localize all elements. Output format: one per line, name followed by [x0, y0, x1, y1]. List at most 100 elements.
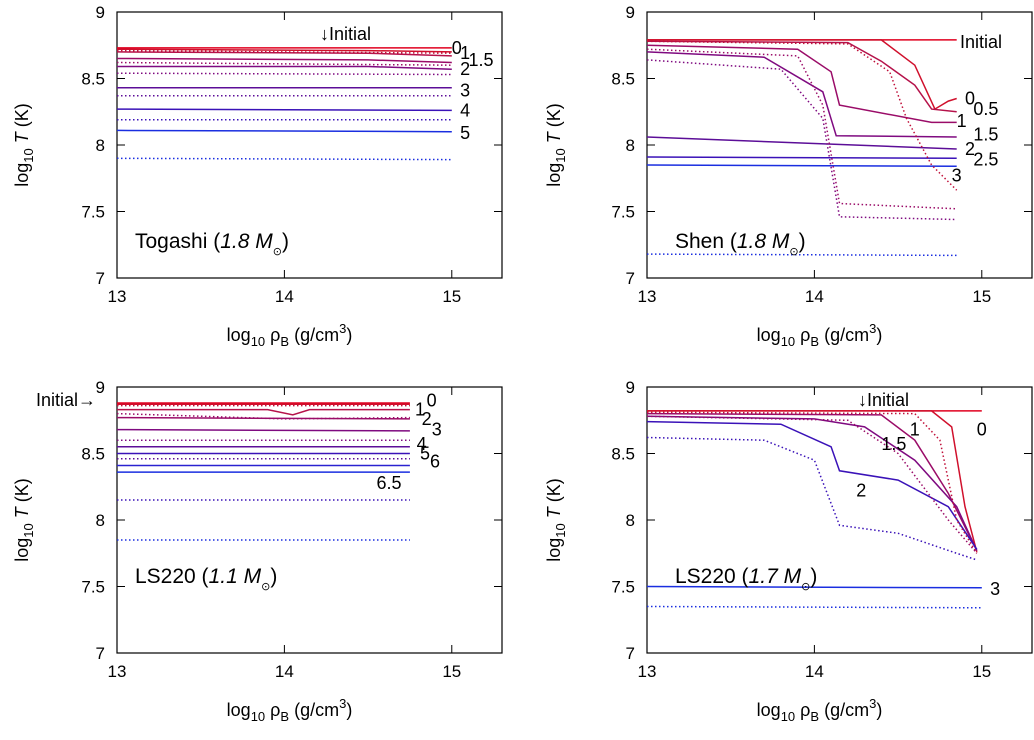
x-tick-label: 15 [972, 287, 991, 306]
y-tick-label: 8 [626, 511, 635, 530]
chart-panel-4: 13 14 15 7 7.5 8 8.5 9 0 11.5 2 3 ↓Initial LS220 (1.7… [544, 378, 1033, 724]
curve-label: 0 [965, 88, 975, 108]
panel-title-symbol: ⊙ [261, 581, 270, 593]
panel-title-italic: 1.1 M [209, 565, 262, 588]
panel-title-close: ) [270, 565, 277, 588]
series-line-1-5 [646, 51, 957, 138]
y-axis-label: log10 T (K) [544, 103, 568, 187]
y-tick-label: 9 [626, 378, 635, 397]
curve-label: 0.5 [973, 99, 998, 119]
curve-label: 3 [952, 166, 962, 186]
x-label-sub: 10 [251, 709, 265, 724]
x-label-unit: (g/cm [289, 325, 339, 345]
x-tick-label: 14 [275, 287, 294, 306]
y-tick-label: 7 [96, 269, 105, 288]
y-tick-label: 7.5 [611, 203, 635, 222]
y-tick-label: 8.5 [611, 70, 635, 89]
y-label-base: log [544, 538, 564, 562]
curve-label: 4 [417, 434, 427, 454]
y-axis-label: log10 T (K) [12, 478, 36, 562]
y-axis-label: log10 T (K) [12, 103, 36, 187]
curve-label: 3 [990, 579, 1000, 599]
series-line-dotted [646, 415, 978, 554]
x-axis-label: log10 ρB (g/cm3) [227, 696, 353, 724]
x-label-rest-sub: B [280, 334, 289, 349]
series-line-dotted [646, 253, 957, 257]
curve-label: 1.5 [469, 50, 494, 70]
y-label-var: T [12, 505, 32, 518]
chart-panel-1: 13 14 1577.588.59011.52345↓InitialTogashi … [12, 3, 503, 349]
y-tick-label: 7.5 [81, 578, 105, 597]
series-line-3 [646, 164, 957, 168]
panel-title-close: ) [799, 230, 806, 253]
x-label-close: ) [346, 700, 352, 720]
panel-title: Togashi (1.8 M⊙) [135, 230, 289, 258]
plot-frame [646, 386, 1033, 654]
series-line-3 [116, 428, 410, 432]
x-tick-label: 15 [442, 287, 461, 306]
x-label-unit: (g/cm [819, 700, 869, 720]
x-axis-label: log10 ρB (g/cm3) [227, 321, 353, 349]
y-label-base: log [12, 538, 32, 562]
series-line-2 [646, 420, 978, 550]
x-tick-label: 14 [275, 662, 294, 681]
y-tick-label: 8 [96, 136, 105, 155]
x-label-sub: 10 [251, 334, 265, 349]
series-line-dotted [646, 605, 982, 609]
y-tick-label: 7.5 [81, 203, 105, 222]
y-label-var: T [12, 130, 32, 143]
series-line-dotted [646, 436, 978, 561]
y-label-unit: (K) [12, 103, 32, 132]
panel-title-text: LS220 ( [675, 565, 749, 588]
y-tick-label: 9 [96, 378, 105, 397]
y-label-sub: 10 [21, 523, 36, 537]
y-label-sub: 10 [553, 148, 568, 162]
x-tick-label: 14 [805, 287, 824, 306]
x-label-base: log [227, 700, 251, 720]
x-tick-label: 14 [805, 662, 824, 681]
panel-title-text: Togashi ( [135, 230, 220, 253]
curve-label: 2 [460, 59, 470, 79]
panel-title-italic: 1.8 M [220, 230, 273, 253]
plot-frame [116, 386, 503, 654]
panel-title-symbol: ⊙ [789, 246, 798, 258]
x-label-unit-sup: 3 [339, 321, 346, 336]
chart-panel-2: 13 14 15 7 7.5 8 8.5 9 00.5 1 1.522.5 3 Initial Shen … [544, 3, 1033, 349]
x-label-sub: 10 [781, 334, 795, 349]
x-label-close: ) [876, 325, 882, 345]
panel-title-text: LS220 ( [135, 565, 209, 588]
y-label-unit: (K) [544, 478, 564, 507]
y-axis-label: log10 T (K) [544, 478, 568, 562]
x-axis-label: log10 ρB (g/cm3) [757, 696, 883, 724]
series-line-0 [647, 410, 978, 553]
x-label-rest: ρ [265, 325, 280, 345]
x-axis-label: log10 ρB (g/cm3) [757, 321, 883, 349]
series-line-0 [647, 39, 957, 111]
y-tick-label: 7 [96, 644, 105, 663]
y-tick-label: 8.5 [81, 70, 105, 89]
x-label-sub: 10 [781, 709, 795, 724]
panel-title-italic: 1.7 M [749, 565, 802, 588]
x-tick-label: 15 [972, 662, 991, 681]
x-label-rest-sub: B [280, 709, 289, 724]
series-line-dotted [646, 40, 958, 191]
panel-title-close: ) [810, 565, 817, 588]
curve-label: 1.5 [973, 124, 998, 144]
curve-label: 1 [460, 43, 470, 63]
series-line-3 [646, 585, 982, 589]
panel-title: Shen (1.8 M⊙) [675, 230, 806, 258]
y-label-var: T [544, 130, 564, 143]
series-line-2 [646, 136, 957, 150]
panel-title: LS220 (1.1 M⊙) [135, 565, 277, 593]
panel-title-close: ) [282, 230, 289, 253]
x-label-base: log [757, 700, 781, 720]
series-line-dotted [116, 61, 452, 66]
curve-label: 5 [460, 123, 470, 143]
curve-label: 2 [422, 409, 432, 429]
curve-label: 0 [452, 38, 462, 58]
curve-label: 1.5 [881, 434, 906, 454]
series-line-1-5 [116, 57, 452, 64]
y-label-unit: (K) [12, 478, 32, 507]
curve-label: 2 [965, 139, 975, 159]
